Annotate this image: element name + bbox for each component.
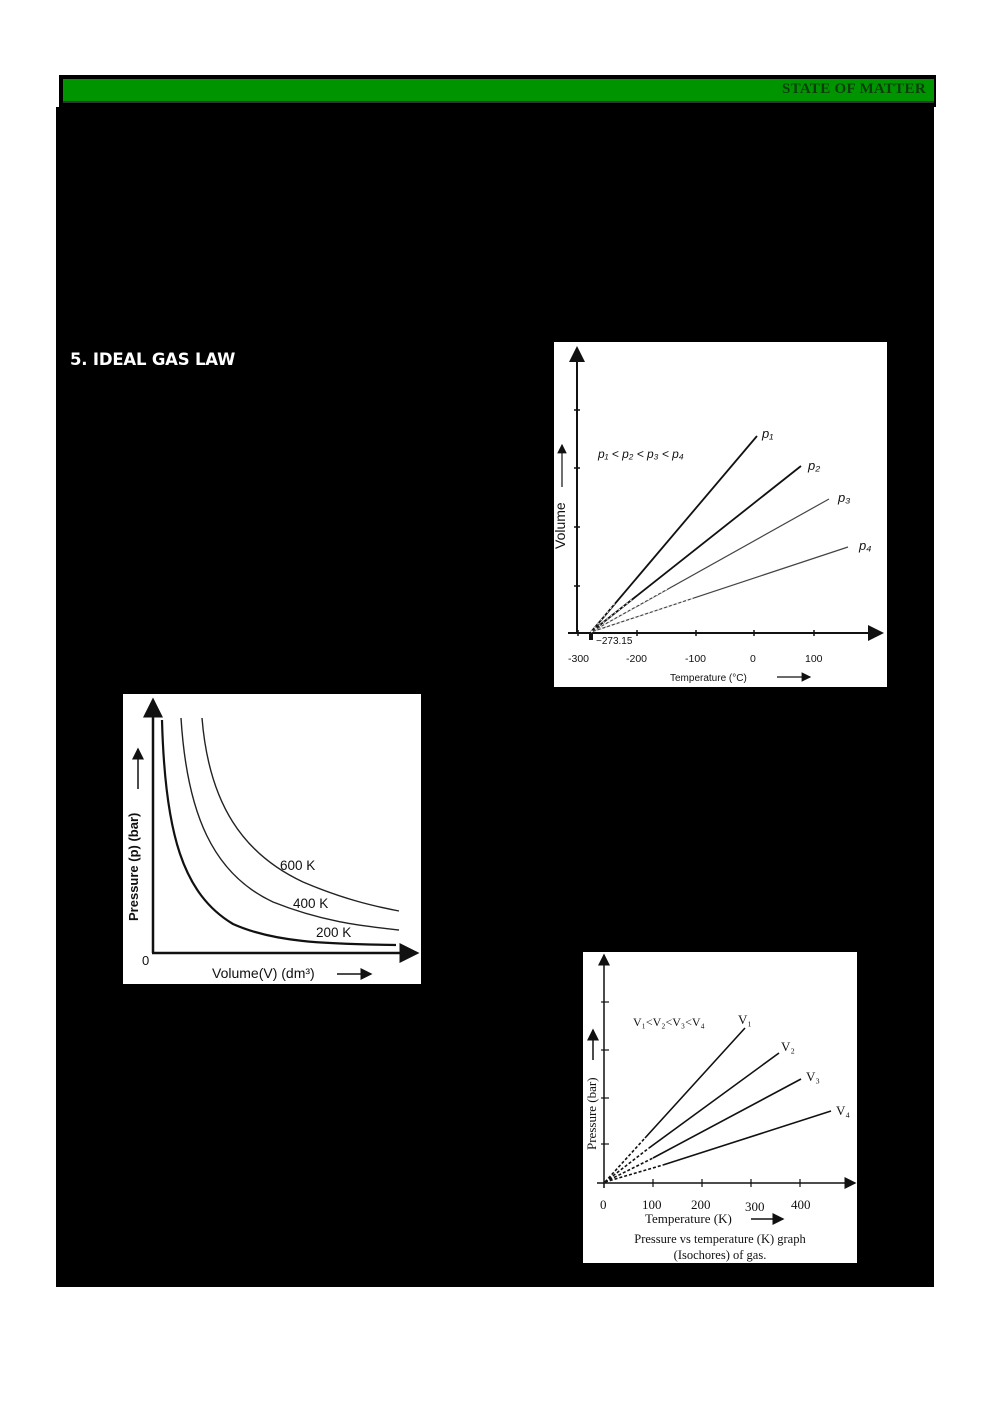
volume-inequality: V₁<V₂<V₃<V₄ xyxy=(633,1015,705,1029)
svg-text:-100: -100 xyxy=(685,653,706,665)
y-axis-label: Pressure (p) (bar) xyxy=(126,813,141,921)
x-axis-label: Temperature (K) xyxy=(645,1211,732,1226)
chapter-title: STATE OF MATTER xyxy=(782,81,926,97)
boyle-law-figure: 600 K 400 K 200 K 0 Volume(V) (dm³) Pres… xyxy=(123,694,421,984)
line-v4 xyxy=(662,1110,832,1166)
pressure-inequality: p₁ < p₂ < p₃ < p₄ xyxy=(597,447,684,461)
section-heading: 5. IDEAL GAS LAW xyxy=(70,350,236,369)
svg-text:0: 0 xyxy=(600,1197,607,1212)
label-p3: p₃ xyxy=(837,490,850,505)
label-v3: V₃ xyxy=(806,1069,820,1084)
label-p1: p₁ xyxy=(761,426,773,441)
svg-text:-300: -300 xyxy=(568,653,589,665)
line-p1 xyxy=(590,435,758,633)
gay-lussac-law-figure: V₁<V₂<V₃<V₄ V₁ V₂ V₃ V₄ 0 100 200 300 40… xyxy=(583,952,857,1263)
caption-line-2: (Isochores) of gas. xyxy=(674,1248,767,1262)
x-axis-label: Volume(V) (dm³) xyxy=(212,965,315,981)
line-v3 xyxy=(652,1078,802,1159)
isochore-lines xyxy=(604,1027,832,1183)
svg-text:400: 400 xyxy=(791,1197,811,1212)
isotherm-200k xyxy=(160,719,397,947)
charles-law-figure: −273.15 -300 -200 -100 0 100 Temperature… xyxy=(554,342,887,687)
line-v2 xyxy=(648,1052,780,1149)
x-axis-label: Temperature (°C) xyxy=(670,673,747,684)
label-v2: V₂ xyxy=(781,1039,795,1054)
isotherm-400k xyxy=(180,717,400,931)
label-400k: 400 K xyxy=(293,896,328,911)
label-200k: 200 K xyxy=(316,925,351,940)
label-600k: 600 K xyxy=(280,858,315,873)
svg-text:100: 100 xyxy=(805,653,823,665)
svg-text:0: 0 xyxy=(750,653,756,665)
origin-label: 0 xyxy=(142,953,149,968)
boyle-law-chart: 600 K 400 K 200 K 0 Volume(V) (dm³) Pres… xyxy=(126,697,420,981)
header-green-band: STATE OF MATTER xyxy=(63,79,934,103)
caption-line-1: Pressure vs temperature (K) graph xyxy=(634,1232,806,1246)
isobar-lines xyxy=(590,435,849,633)
label-v1: V₁ xyxy=(738,1012,752,1027)
label-p2: p₂ xyxy=(807,458,820,473)
svg-text:100: 100 xyxy=(642,1197,662,1212)
svg-text:200: 200 xyxy=(691,1197,711,1212)
svg-text:300: 300 xyxy=(745,1199,765,1214)
y-axis-label: Pressure (bar) xyxy=(584,1077,599,1150)
label-v4: V₄ xyxy=(836,1103,850,1118)
line-p2 xyxy=(590,465,802,633)
origin-annotation: −273.15 xyxy=(596,636,633,647)
svg-text:-200: -200 xyxy=(626,653,647,665)
label-p4: p₄ xyxy=(858,538,871,553)
y-axis-label: Volume xyxy=(554,502,568,549)
charles-law-chart: −273.15 -300 -200 -100 0 100 Temperature… xyxy=(554,346,884,684)
x-tick-labels: -300 -200 -100 0 100 xyxy=(568,653,823,665)
line-v1 xyxy=(644,1027,746,1139)
page-header-bar: STATE OF MATTER xyxy=(57,75,936,107)
gay-lussac-law-chart: V₁<V₂<V₃<V₄ V₁ V₂ V₃ V₄ 0 100 200 300 40… xyxy=(584,953,857,1262)
isotherm-600k xyxy=(201,717,400,912)
